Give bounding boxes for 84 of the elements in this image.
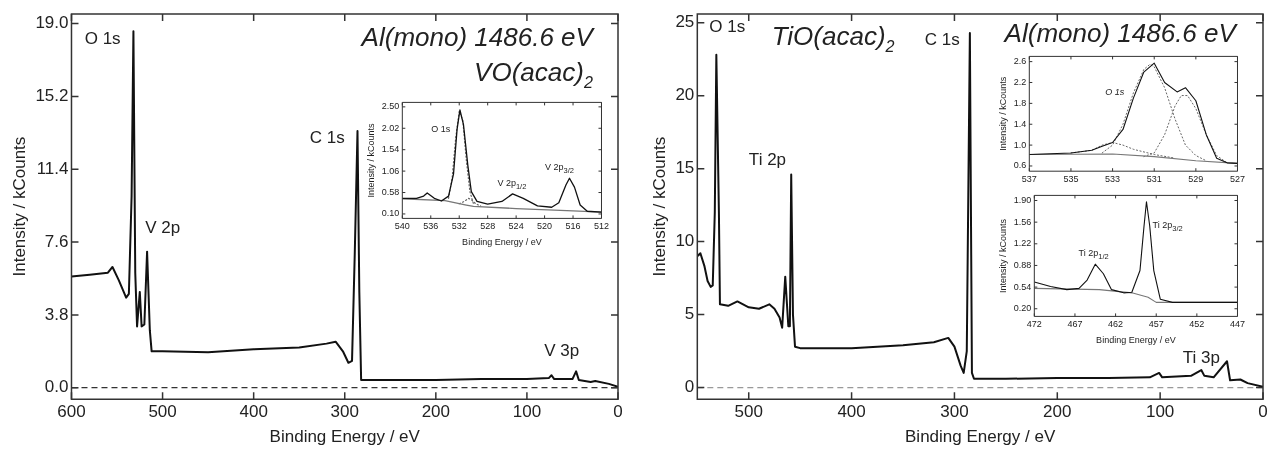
y-tick-label: 2.02 [381, 122, 400, 133]
y-tick-label: 1.56 [1013, 216, 1032, 227]
y-tick-label: 2.2 [1013, 76, 1027, 87]
y-tick-label: 3.8 [44, 304, 69, 324]
x-tick-label: 500 [734, 402, 763, 422]
y-tick-label: 1.06 [381, 165, 400, 176]
x-tick-label: 532 [451, 221, 467, 232]
y-tick-label: 2.6 [1013, 56, 1027, 67]
x-tick-label: 528 [480, 221, 496, 232]
y-tick-label: 0.20 [1013, 303, 1032, 314]
x-tick-label: 200 [1043, 402, 1072, 422]
x-tick-label: 300 [330, 402, 359, 422]
x-tick-label: 472 [1026, 319, 1042, 330]
y-tick-label: 1.22 [1013, 238, 1032, 249]
x-tick-label: 500 [148, 402, 177, 422]
x-tick-label: 527 [1229, 174, 1246, 185]
y-tick-label: 15.2 [35, 86, 69, 106]
y-tick-label: 25 [675, 12, 695, 32]
y-tick-label: 0.88 [1013, 259, 1032, 270]
y-axis-title: Intensity / kCounts [9, 136, 29, 277]
y-tick-label: 1.54 [381, 144, 400, 155]
x-tick-label: 520 [537, 221, 553, 232]
x-tick-label: 467 [1067, 319, 1083, 330]
x-tick-label: 537 [1021, 174, 1037, 185]
annotation: O 1s [1105, 86, 1125, 97]
x-tick-label: 457 [1148, 319, 1164, 330]
y-tick-label: 5 [684, 304, 695, 324]
y-tick-label: 2.50 [381, 101, 400, 112]
y-tick-label: 0.0 [44, 377, 69, 397]
annotation: Al(mono) 1486.6 eV [1002, 17, 1239, 48]
y-tick-label: 15 [675, 158, 695, 178]
y-tick-label: 1.0 [1013, 139, 1027, 150]
y-tick-label: 11.4 [36, 158, 69, 178]
x-axis-title: Binding Energy / eV [462, 237, 542, 248]
x-tick-label: 524 [508, 221, 524, 232]
x-tick-label: 400 [239, 402, 268, 422]
x-tick-label: 535 [1063, 174, 1079, 185]
y-tick-label: 19.0 [35, 13, 69, 33]
x-tick-label: 300 [940, 402, 969, 422]
x-tick-label: 100 [512, 402, 542, 422]
x-tick-label: 600 [57, 402, 86, 422]
y-tick-label: 0 [684, 377, 695, 397]
x-tick-label: 531 [1146, 174, 1162, 185]
y-axis-title: Intensity / kCounts [997, 76, 1008, 151]
y-tick-label: 0.6 [1013, 160, 1027, 171]
annotation: Ti 2p [748, 149, 787, 169]
annotation: O 1s [84, 28, 121, 48]
y-tick-label: 0.54 [1013, 281, 1032, 292]
y-axis-title: Intensity / kCounts [365, 122, 376, 198]
x-axis-title: Binding Energy / eV [269, 427, 421, 447]
x-tick-label: 536 [423, 221, 439, 232]
x-tick-label: 516 [565, 221, 581, 232]
y-tick-label: 1.4 [1013, 118, 1027, 129]
x-tick-label: 400 [837, 402, 866, 422]
y-tick-label: 1.8 [1013, 97, 1027, 108]
annotation: Ti 3p [1182, 348, 1220, 368]
x-axis-title: Binding Energy / eV [1096, 335, 1176, 346]
x-tick-label: 0 [613, 402, 623, 422]
y-axis-title: Intensity / kCounts [649, 136, 669, 277]
x-axis-title: Binding Energy / eV [905, 427, 1056, 447]
annotation: Al(mono) 1486.6 eV [359, 21, 596, 52]
x-tick-label: 100 [1145, 402, 1175, 422]
x-tick-label: 540 [394, 221, 410, 232]
y-tick-label: 0.58 [381, 187, 400, 198]
y-tick-label: 10 [675, 231, 695, 251]
annotation: C 1s [309, 128, 345, 148]
y-tick-label: 1.90 [1013, 194, 1032, 205]
y-tick-label: 20 [675, 85, 695, 105]
x-tick-label: 447 [1229, 319, 1246, 330]
x-tick-label: 0 [1258, 402, 1268, 422]
annotation: O 1s [431, 123, 451, 134]
x-tick-label: 533 [1105, 174, 1121, 185]
y-axis-title: Intensity / kCounts [997, 218, 1008, 293]
y-tick-label: 0.10 [381, 208, 400, 219]
x-tick-label: 200 [421, 402, 451, 422]
annotation: V 3p [544, 341, 580, 361]
annotation: O 1s [709, 16, 746, 36]
y-tick-label: 7.6 [44, 231, 69, 251]
x-tick-label: 462 [1108, 319, 1124, 330]
x-tick-label: 512 [593, 221, 610, 232]
x-tick-label: 452 [1189, 319, 1205, 330]
annotation: C 1s [924, 29, 960, 49]
annotation: V 2p [145, 218, 181, 238]
x-tick-label: 529 [1188, 174, 1204, 185]
